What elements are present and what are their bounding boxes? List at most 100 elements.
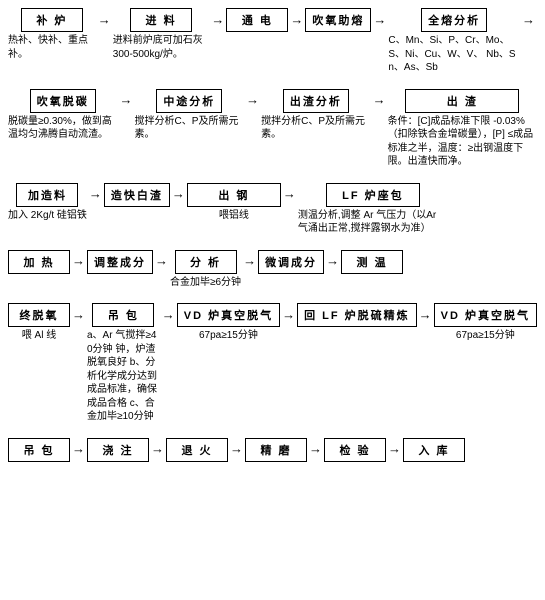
flow-node: 浇 注 — [87, 438, 149, 462]
arrow-icon: → — [241, 250, 258, 272]
flow-cell: 吹氧脱碳脱碳量≥0.30%，做到高温均匀沸腾自动流渣。 — [8, 89, 118, 142]
flow-cell: 终脱氧喂 Al 线 — [8, 303, 70, 343]
flow-node: 分 析 — [175, 250, 237, 274]
flow-cell: 调整成分 — [87, 250, 153, 274]
flow-caption: 搅拌分析C、P及所需元素。 — [261, 115, 371, 142]
flow-node: 出 渣 — [405, 89, 519, 113]
flow-node: 吊 包 — [8, 438, 70, 462]
flow-cell: 加造料加入 2Kg/t 硅铝铁 — [8, 183, 87, 223]
flow-node: 造快白渣 — [104, 183, 170, 207]
flow-caption: 喂 Al 线 — [22, 329, 56, 343]
arrow-icon: → — [417, 303, 434, 325]
flow-node: 吹氧助熔 — [305, 8, 371, 32]
flow-node: 中途分析 — [156, 89, 222, 113]
flow-cell: 浇 注 — [87, 438, 149, 462]
flow-cell: 回 LF 炉脱硫精炼 — [297, 303, 417, 327]
flow-cell: 精 磨 — [245, 438, 307, 462]
flow-node: 调整成分 — [87, 250, 153, 274]
arrow-icon: → — [371, 89, 388, 111]
flow-node: VD 炉真空脱气 — [177, 303, 280, 327]
flow-caption: 热补、快补、重点补。 — [8, 34, 96, 61]
flow-node: 微调成分 — [258, 250, 324, 274]
flow-node: 进 料 — [130, 8, 192, 32]
arrow-icon: → — [280, 303, 297, 325]
flow-node: 补 炉 — [21, 8, 83, 32]
flow-row-4: 终脱氧喂 Al 线→吊 包a、Ar 气搅拌≥40分钟 钟，炉渣脱氧良好 b、分析… — [8, 303, 537, 424]
arrow-icon: → — [149, 438, 166, 460]
flow-caption: 喂铝线 — [219, 209, 249, 223]
flow-node: 出渣分析 — [283, 89, 349, 113]
flow-cell: 补 炉热补、快补、重点补。 — [8, 8, 96, 61]
flow-cell: 出 钢喂铝线 — [187, 183, 281, 223]
flow-caption: 67pa≥15分钟 — [199, 329, 258, 343]
flow-node: 终脱氧 — [8, 303, 70, 327]
flow-node: 退 火 — [166, 438, 228, 462]
flow-node: 测 温 — [341, 250, 403, 274]
flow-caption: 67pa≥15分钟 — [456, 329, 515, 343]
flow-row-1: 吹氧脱碳脱碳量≥0.30%，做到高温均匀沸腾自动流渣。→中途分析搅拌分析C、P及… — [8, 89, 537, 169]
arrow-icon: → — [70, 303, 87, 325]
flow-row-0: 补 炉热补、快补、重点补。→进 料进料前炉底可加石灰 300-500kg/炉。→… — [8, 8, 537, 75]
flow-cell: 通 电 — [226, 8, 288, 32]
flow-cell: LF 炉座包测温分析,调整 Ar 气压力（以Ar 气涌出正常,搅拌露钢水为准） — [298, 183, 448, 236]
flow-cell: VD 炉真空脱气 67pa≥15分钟 — [177, 303, 280, 343]
flow-caption: 条件：[C]成品标准下限 -0.03%（扣除铁合金增碳量），[P] ≤成品标准之… — [388, 115, 537, 169]
arrow-icon: → — [118, 89, 135, 111]
flow-node: 通 电 — [226, 8, 288, 32]
flow-node: 吹氧脱碳 — [30, 89, 96, 113]
flow-node: 回 LF 炉脱硫精炼 — [297, 303, 417, 327]
arrow-icon: → — [170, 183, 187, 205]
arrow-icon: → — [307, 438, 324, 460]
arrow-icon: → — [160, 303, 177, 325]
flow-cell: 中途分析搅拌分析C、P及所需元素。 — [135, 89, 245, 142]
arrow-icon: → — [70, 250, 87, 272]
arrow-icon: → — [281, 183, 298, 205]
flow-row-3: 加 热→调整成分→分 析合金加毕≥6分钟→微调成分→测 温 — [8, 250, 537, 290]
arrow-icon: → — [228, 438, 245, 460]
flow-node: 出 钢 — [187, 183, 281, 207]
flow-caption: 测温分析,调整 Ar 气压力（以Ar 气涌出正常,搅拌露钢水为准） — [298, 209, 448, 236]
flow-cell: 检 验 — [324, 438, 386, 462]
flow-cell: 吹氧助熔 — [305, 8, 371, 32]
arrow-icon: → — [209, 8, 226, 30]
arrow-icon: → — [520, 8, 537, 30]
arrow-icon: → — [371, 8, 388, 30]
flow-cell: 入 库 — [403, 438, 465, 462]
arrow-icon: → — [324, 250, 341, 272]
arrow-icon: → — [288, 8, 305, 30]
flow-cell: 全熔分析C、Mn、Si、P、Cr、Mo、 S、Ni、Cu、W、V、 Nb、Sn、… — [388, 8, 520, 75]
flow-node: 加 热 — [8, 250, 70, 274]
flow-row-2: 加造料加入 2Kg/t 硅铝铁→造快白渣→出 钢喂铝线→LF 炉座包测温分析,调… — [8, 183, 537, 236]
flow-cell: 吊 包a、Ar 气搅拌≥40分钟 钟，炉渣脱氧良好 b、分析化学成分达到 成品标… — [87, 303, 160, 424]
flow-cell: 微调成分 — [258, 250, 324, 274]
arrow-icon: → — [70, 438, 87, 460]
flow-cell: 测 温 — [341, 250, 403, 274]
flow-cell: 出渣分析搅拌分析C、P及所需元素。 — [261, 89, 371, 142]
arrow-icon: → — [96, 8, 113, 30]
flow-caption: 搅拌分析C、P及所需元素。 — [135, 115, 245, 142]
flow-cell: 进 料进料前炉底可加石灰 300-500kg/炉。 — [113, 8, 210, 61]
flow-caption: a、Ar 气搅拌≥40分钟 钟，炉渣脱氧良好 b、分析化学成分达到 成品标准，确… — [87, 329, 160, 424]
flow-caption: C、Mn、Si、P、Cr、Mo、 S、Ni、Cu、W、V、 Nb、Sn、As、S… — [388, 34, 520, 75]
flow-caption: 合金加毕≥6分钟 — [170, 276, 241, 290]
arrow-icon: → — [87, 183, 104, 205]
flow-cell: 加 热 — [8, 250, 70, 274]
flow-node: 加造料 — [16, 183, 78, 207]
flow-node: VD 炉真空脱气 — [434, 303, 537, 327]
flow-node: 全熔分析 — [421, 8, 487, 32]
arrow-icon: → — [244, 89, 261, 111]
process-flow-diagram: 补 炉热补、快补、重点补。→进 料进料前炉底可加石灰 300-500kg/炉。→… — [8, 8, 537, 476]
flow-cell: 退 火 — [166, 438, 228, 462]
flow-caption: 进料前炉底可加石灰 300-500kg/炉。 — [113, 34, 210, 61]
flow-caption: 加入 2Kg/t 硅铝铁 — [8, 209, 87, 223]
flow-node: 吊 包 — [92, 303, 154, 327]
arrow-icon: → — [153, 250, 170, 272]
flow-cell: 出 渣条件：[C]成品标准下限 -0.03%（扣除铁合金增碳量），[P] ≤成品… — [388, 89, 537, 169]
flow-cell: 分 析合金加毕≥6分钟 — [170, 250, 241, 290]
flow-node: 检 验 — [324, 438, 386, 462]
flow-cell: 造快白渣 — [104, 183, 170, 207]
flow-cell: VD 炉真空脱气 67pa≥15分钟 — [434, 303, 537, 343]
flow-node: 精 磨 — [245, 438, 307, 462]
flow-node: LF 炉座包 — [326, 183, 420, 207]
arrow-icon: → — [386, 438, 403, 460]
